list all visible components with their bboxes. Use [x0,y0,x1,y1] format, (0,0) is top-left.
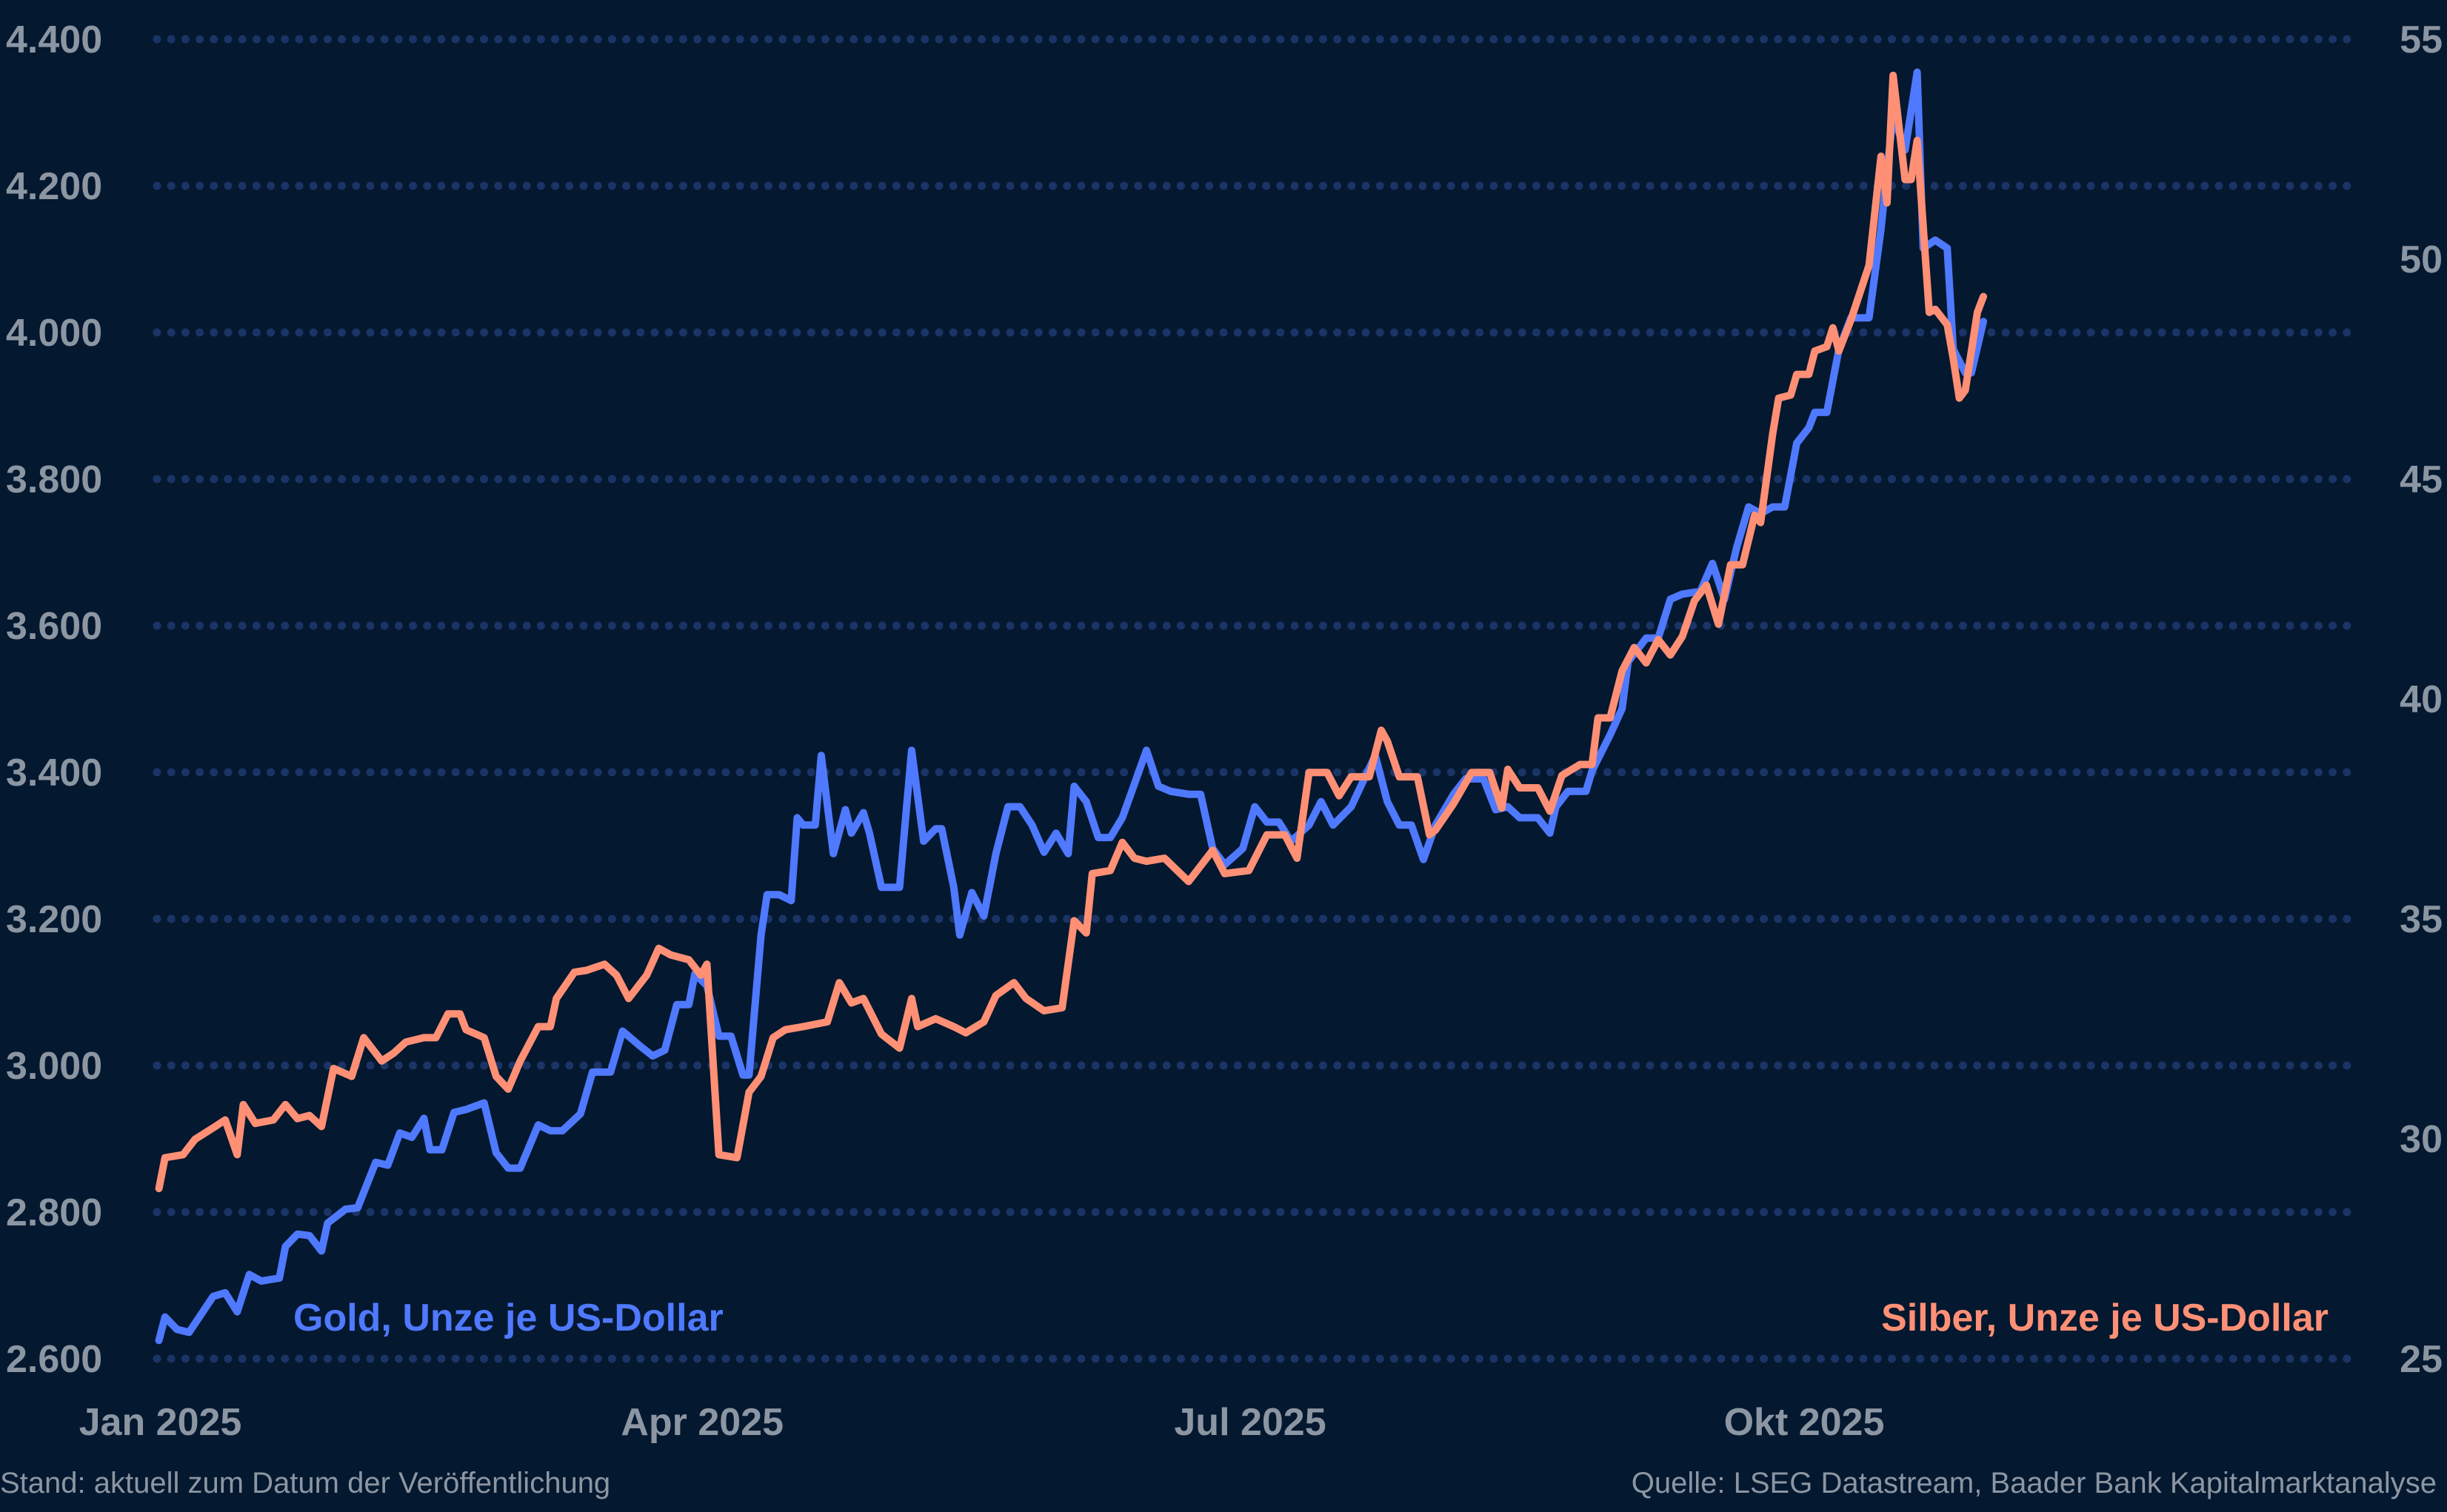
y-left-tick-label: 2.600 [6,1338,102,1381]
y-right-tick-label: 25 [2400,1338,2443,1381]
left-y-axis: 2.600 2.800 3.000 3.200 3.400 3.600 3.800 4.000… [6,19,102,1381]
series-lines [155,68,1987,1345]
x-axis: Jan 2025 Apr 2025 Jul 2025 Okt 2025 [79,1401,1885,1444]
y-right-tick-label: 35 [2400,898,2443,941]
y-right-tick-label: 45 [2400,458,2443,501]
y-left-tick-label: 3.600 [6,605,102,648]
y-left-tick-label: 3.200 [6,898,102,941]
y-left-tick-label: 4.000 [6,312,102,355]
x-tick-label: Jul 2025 [1174,1401,1326,1444]
x-tick-label: Apr 2025 [621,1401,784,1444]
y-left-tick-label: 4.200 [6,165,102,208]
y-right-tick-label: 40 [2400,678,2443,721]
y-left-tick-label: 3.000 [6,1045,102,1088]
y-right-tick-label: 30 [2400,1118,2443,1161]
footer-source: Quelle: LSEG Datastream, Baader Bank Kap… [1632,1467,2437,1499]
gridlines [153,35,2352,1363]
legend-gold: Gold, Unze je US-Dollar [293,1297,724,1339]
y-left-tick-label: 3.400 [6,752,102,795]
gold-price-line [155,68,1987,1345]
y-right-tick-label: 50 [2400,238,2443,281]
y-left-tick-label: 2.800 [6,1191,102,1234]
y-left-tick-label: 3.800 [6,458,102,501]
x-tick-label: Jan 2025 [79,1401,242,1444]
x-tick-label: Okt 2025 [1724,1401,1885,1444]
right-y-axis: 25 30 35 40 45 50 55 [2400,19,2443,1381]
y-left-tick-label: 4.400 [6,19,102,61]
legend-silver: Silber, Unze je US-Dollar [1881,1297,2329,1339]
footer-date-note: Stand: aktuell zum Datum der Veröffentli… [0,1467,610,1499]
y-right-tick-label: 55 [2400,19,2443,61]
silver-price-line [155,71,1987,1193]
